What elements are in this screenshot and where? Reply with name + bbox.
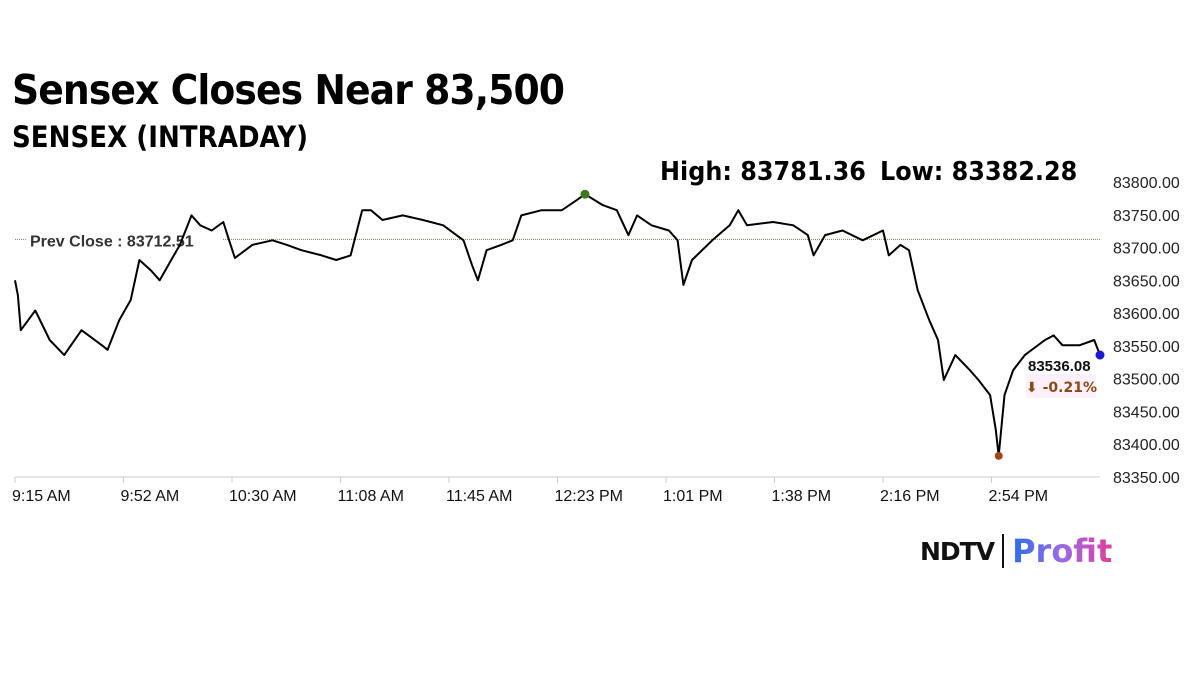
prev-close-label-bg	[26, 229, 222, 250]
x-tick-label: 1:01 PM	[663, 488, 723, 505]
x-tick-label: 1:38 PM	[772, 488, 832, 505]
y-tick-label: 83700.00	[1113, 241, 1180, 258]
chart-title: Sensex Closes Near 83,500	[12, 66, 565, 114]
high-label: High: 83781.36	[660, 157, 866, 187]
intraday-chart: 83350.00 83400.00 83450.00 83500.00 83550.00…	[12, 175, 1180, 505]
price-line	[14, 193, 1101, 457]
y-tick-label: 83650.00	[1113, 273, 1180, 290]
ndtv-profit-logo: NDTV Profit	[920, 532, 1112, 570]
change-label: ⬇ -0.21%	[1026, 380, 1097, 396]
high-marker	[580, 189, 590, 199]
x-tick-label: 11:45 AM	[446, 488, 512, 505]
y-tick-label: 83600.00	[1113, 306, 1180, 323]
last-value-label: 83536.08	[1028, 358, 1091, 375]
close-marker	[1095, 350, 1105, 360]
x-tick-label: 9:15 AM	[12, 488, 71, 505]
x-tick-label: 2:16 PM	[880, 488, 940, 505]
y-tick-label: 83350.00	[1113, 470, 1180, 487]
logo-product: Profit	[1012, 532, 1113, 570]
y-tick-label: 83450.00	[1113, 404, 1180, 421]
logo-brand: NDTV	[920, 536, 995, 566]
x-tick-label: 12:23 PM	[555, 488, 623, 505]
prev-close-label: Prev Close : 83712.51	[30, 233, 194, 250]
x-tick-label: 10:30 AM	[229, 488, 297, 505]
x-tick-label: 2:54 PM	[989, 488, 1049, 505]
chart-subtitle: SENSEX (INTRADAY)	[12, 120, 309, 154]
x-tick-label: 11:08 AM	[338, 488, 404, 505]
y-tick-label: 83800.00	[1113, 175, 1180, 192]
low-marker	[994, 451, 1003, 460]
y-tick-label: 83750.00	[1113, 208, 1180, 225]
change-label-bg	[1026, 374, 1096, 398]
y-tick-label: 83550.00	[1113, 339, 1180, 356]
y-tick-label: 83500.00	[1113, 372, 1180, 389]
low-label: Low: 83382.28	[880, 157, 1078, 187]
y-tick-label: 83400.00	[1113, 437, 1180, 454]
logo-divider	[1002, 534, 1005, 568]
x-tick-label: 9:52 AM	[121, 488, 180, 505]
